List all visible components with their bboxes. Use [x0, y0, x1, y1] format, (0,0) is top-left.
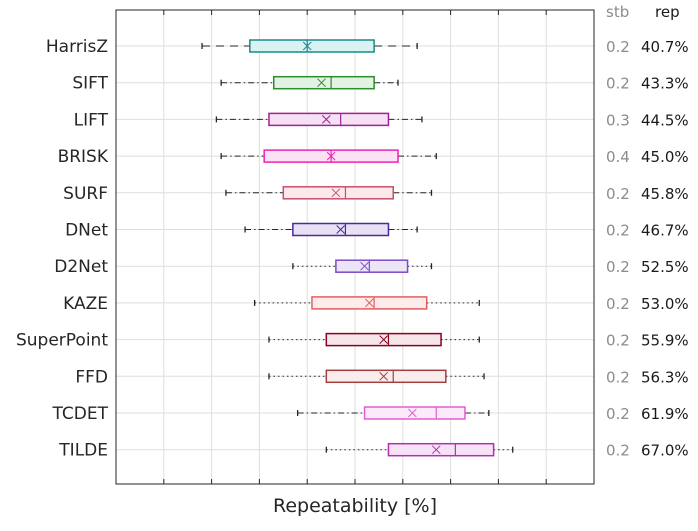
- rep-value: 52.5%: [641, 258, 689, 276]
- box-tilde: [325, 442, 514, 457]
- mean-marker: [321, 115, 331, 124]
- x-axis-label: Repeatability [%]: [273, 495, 437, 517]
- stb-value: 0.2: [606, 75, 630, 93]
- iqr-box: [282, 186, 394, 200]
- stb-value: 0.2: [606, 185, 630, 203]
- stb-value: 0.2: [606, 258, 630, 276]
- mean-marker: [331, 188, 341, 198]
- stb-value: 0.2: [606, 222, 630, 240]
- stb-value: 0.2: [606, 38, 630, 56]
- category-label: D2Net: [54, 257, 108, 277]
- rep-value: 67.0%: [641, 442, 689, 460]
- iqr-box: [335, 259, 409, 273]
- category-label: TCDET: [52, 404, 109, 424]
- stb-header: stb: [606, 3, 629, 21]
- iqr-box: [268, 112, 390, 127]
- rep-value: 53.0%: [641, 295, 689, 313]
- category-label: TILDE: [58, 441, 108, 461]
- stb-value: 0.2: [606, 295, 630, 313]
- category-label: LIFT: [74, 110, 109, 130]
- mean-marker: [379, 371, 389, 381]
- category-label: SURF: [63, 184, 108, 204]
- stb-value: 0.2: [606, 368, 630, 386]
- x-ticks: [115, 10, 595, 484]
- box-lift: [215, 112, 423, 127]
- box-ffd: [268, 369, 485, 384]
- category-label: HarrisZ: [46, 37, 108, 57]
- mean-marker: [408, 408, 417, 418]
- box-d2net: [292, 259, 433, 273]
- mean-marker: [317, 78, 326, 88]
- category-label: SIFT: [72, 74, 108, 94]
- mean-marker: [336, 225, 346, 234]
- stb-value: 0.4: [606, 148, 630, 166]
- box-sift: [220, 75, 399, 90]
- mean-marker: [379, 335, 389, 344]
- rep-value: 40.7%: [641, 38, 689, 56]
- mean-marker: [360, 261, 369, 271]
- box-superpoint: [268, 332, 480, 347]
- rep-value: 55.9%: [641, 332, 689, 350]
- box-harrisz: [201, 39, 418, 53]
- stb-value: 0.2: [606, 332, 630, 350]
- mean-marker: [326, 151, 336, 161]
- rep-header: rep: [655, 3, 680, 21]
- rep-value: 56.3%: [641, 368, 689, 386]
- box-surf: [225, 186, 433, 200]
- rep-value: 44.5%: [641, 111, 689, 129]
- boxes: [201, 39, 514, 457]
- category-label: BRISK: [58, 147, 109, 167]
- mean-marker: [364, 298, 374, 308]
- stb-value: 0.2: [606, 442, 630, 460]
- mean-marker: [431, 445, 441, 455]
- stats-column: 0.2 40.7% 0.2 43.3% 0.3 44.5% 0.4 45.0% 0.2 45.8%…: [606, 38, 689, 460]
- rep-value: 46.7%: [641, 222, 689, 240]
- category-label: SuperPoint: [16, 331, 108, 351]
- mean-marker: [302, 41, 312, 51]
- stb-value: 0.3: [606, 111, 630, 129]
- box-kaze: [253, 296, 480, 310]
- iqr-box: [363, 406, 466, 420]
- rep-value: 45.0%: [641, 148, 689, 166]
- box-dnet: [244, 222, 418, 237]
- iqr-box: [387, 442, 495, 457]
- box-tcdet: [296, 406, 490, 420]
- category-label: DNet: [65, 221, 108, 241]
- category-labels: HarrisZ SIFT LIFT BRISK SURF DNet D2Net KAZE Sup…: [16, 37, 109, 461]
- rep-value: 43.3%: [641, 75, 689, 93]
- stb-value: 0.2: [606, 405, 630, 423]
- iqr-box: [325, 369, 447, 384]
- rep-value: 61.9%: [641, 405, 689, 423]
- iqr-box: [272, 75, 375, 90]
- rep-value: 45.8%: [641, 185, 689, 203]
- category-label: FFD: [75, 367, 108, 387]
- box-brisk: [220, 149, 437, 163]
- category-label: KAZE: [63, 294, 108, 314]
- iqr-box: [249, 39, 375, 53]
